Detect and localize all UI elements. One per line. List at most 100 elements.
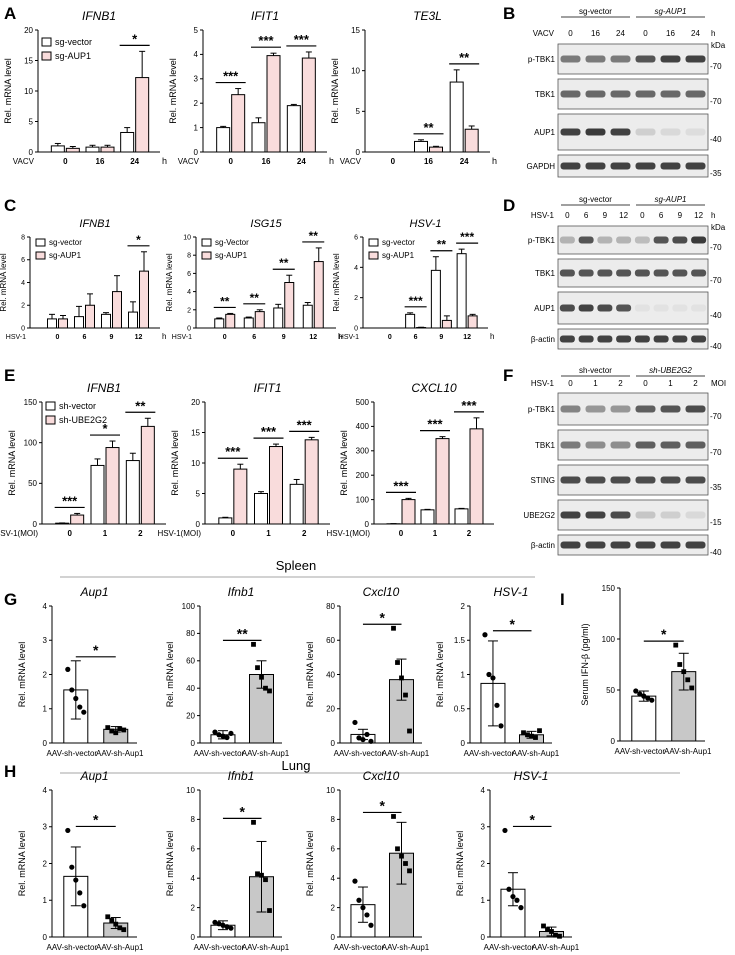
chart-title: Aup1 bbox=[79, 769, 108, 783]
blot-band bbox=[560, 511, 581, 519]
y-tick-label: 6 bbox=[191, 845, 196, 854]
y-axis-label: Rel. mRNA level bbox=[165, 253, 174, 311]
x-tick-label: 16 bbox=[424, 157, 433, 166]
blot-row-frame bbox=[557, 499, 709, 531]
data-point bbox=[486, 671, 492, 678]
blot-band bbox=[660, 541, 681, 549]
significance-label: ** bbox=[220, 294, 230, 308]
blot-band bbox=[560, 162, 581, 170]
x-prefix-label: HSV-1 bbox=[6, 334, 26, 341]
lane-prefix-label: HSV-1 bbox=[531, 211, 555, 220]
x-tick-label: AAV-sh-vector bbox=[464, 749, 515, 758]
y-tick-label: 20 bbox=[191, 398, 200, 407]
x-prefix-label: VACV bbox=[13, 157, 35, 166]
legend-swatch bbox=[35, 251, 46, 260]
blot-row-frame bbox=[557, 392, 709, 426]
significance-label: ** bbox=[250, 291, 260, 305]
x-tick-label: 24 bbox=[460, 157, 469, 166]
y-axis-label: Rel. mRNA level bbox=[0, 253, 8, 311]
chart-title: TE3L bbox=[413, 9, 442, 23]
chart-title: Ifnb1 bbox=[228, 585, 255, 599]
x-tick-label: 0 bbox=[67, 529, 72, 538]
panel-label-c: C bbox=[4, 196, 16, 215]
chart-title: IFNB1 bbox=[79, 218, 110, 230]
legend-label: sg-vector bbox=[55, 37, 92, 47]
x-tick-label: 9 bbox=[110, 334, 114, 341]
lane-label: 0 bbox=[640, 211, 645, 220]
significance-label: *** bbox=[461, 398, 477, 413]
blot-mw-label: -70 bbox=[710, 62, 722, 71]
x-tick-label: AAV-sh-Aup1 bbox=[664, 747, 712, 756]
significance-label: *** bbox=[261, 424, 277, 439]
significance-label: *** bbox=[460, 230, 474, 244]
panel-label-b: B bbox=[503, 4, 515, 23]
blot-band bbox=[691, 269, 707, 277]
x-tick-label: AAV-sh-vector bbox=[334, 749, 385, 758]
bar bbox=[441, 319, 452, 329]
blot-band bbox=[685, 90, 706, 98]
y-axis-label: Rel. mRNA level bbox=[305, 831, 315, 897]
y-tick-label: 4 bbox=[187, 289, 191, 296]
blot-band bbox=[660, 405, 681, 413]
western-blot-f: sh-vector sh-UBE2G2 HSV-1 0 1 2 0 1 2 MOI p-TBK1 -7… bbox=[523, 366, 726, 557]
blot-mw-label: -70 bbox=[710, 276, 722, 285]
data-point bbox=[352, 878, 358, 884]
x-tick-label: 24 bbox=[130, 157, 139, 166]
data-point bbox=[364, 731, 370, 738]
legend-label: sg-AUP1 bbox=[55, 51, 91, 61]
bar bbox=[304, 439, 319, 525]
blot-band bbox=[559, 236, 575, 244]
y-tick-label: 0 bbox=[29, 148, 34, 157]
data-point bbox=[255, 871, 260, 877]
y-tick-label: 50 bbox=[606, 686, 615, 695]
bar bbox=[120, 131, 135, 153]
blot-band bbox=[597, 236, 613, 244]
lane-unit-label: MOI bbox=[711, 379, 726, 388]
y-axis-label: Rel. mRNA level bbox=[339, 430, 349, 496]
y-tick-label: 0 bbox=[187, 325, 191, 332]
x-tick-label: 6 bbox=[83, 334, 87, 341]
lane-prefix-label: VACV bbox=[533, 29, 555, 38]
blot-band bbox=[672, 304, 688, 312]
x-tick-label: AAV-sh-Aup1 bbox=[96, 749, 144, 758]
bar bbox=[435, 438, 450, 525]
x-tick-label: AAV-sh-vector bbox=[334, 943, 385, 952]
data-point bbox=[403, 861, 408, 866]
y-tick-label: 4 bbox=[354, 265, 358, 272]
chart-g1: Aup1 0 1 2 3 4 Rel. mRNA level AAV-sh-vectorAAV… bbox=[17, 585, 144, 758]
blot-mw-label: -15 bbox=[710, 518, 722, 527]
data-point bbox=[407, 868, 412, 874]
y-tick-label: 0 bbox=[461, 739, 466, 748]
y-axis-label: Rel. mRNA level bbox=[332, 253, 341, 311]
blot-band bbox=[610, 441, 631, 449]
bar bbox=[47, 318, 57, 329]
bar bbox=[464, 128, 479, 153]
x-prefix-label: HSV-1 bbox=[172, 334, 192, 341]
bar bbox=[139, 270, 149, 329]
data-point bbox=[514, 897, 520, 903]
data-point bbox=[220, 733, 226, 739]
x-tick-label: 0 bbox=[231, 529, 236, 538]
legend-label: sg-vector bbox=[382, 238, 415, 247]
y-tick-label: 4 bbox=[43, 786, 48, 795]
blot-row-label: AUP1 bbox=[534, 304, 555, 313]
data-point bbox=[395, 660, 400, 665]
blot-band bbox=[685, 541, 706, 549]
blot-row-label: UBE2G2 bbox=[523, 511, 555, 520]
data-point bbox=[251, 641, 256, 647]
data-point bbox=[121, 927, 127, 933]
data-point bbox=[356, 735, 362, 741]
data-point bbox=[391, 625, 396, 631]
chart-e3: CXCL10 0 100 200 300 400 500 Rel. mRNA level HSV… bbox=[326, 381, 494, 538]
y-tick-label: 0 bbox=[194, 148, 199, 157]
data-point bbox=[259, 872, 264, 878]
y-tick-label: 10 bbox=[183, 234, 191, 241]
data-point bbox=[69, 687, 75, 693]
x-tick-label: AAV-sh-vector bbox=[47, 943, 98, 952]
data-point bbox=[109, 728, 115, 734]
x-tick-label: 0 bbox=[388, 334, 392, 341]
blot-band bbox=[610, 476, 631, 484]
blot-row-frame bbox=[557, 78, 709, 110]
chart-g2: Ifnb1 0 20 40 60 80 100 Rel. mRNA level AAV-sh-v… bbox=[165, 585, 290, 758]
data-point bbox=[117, 925, 123, 931]
